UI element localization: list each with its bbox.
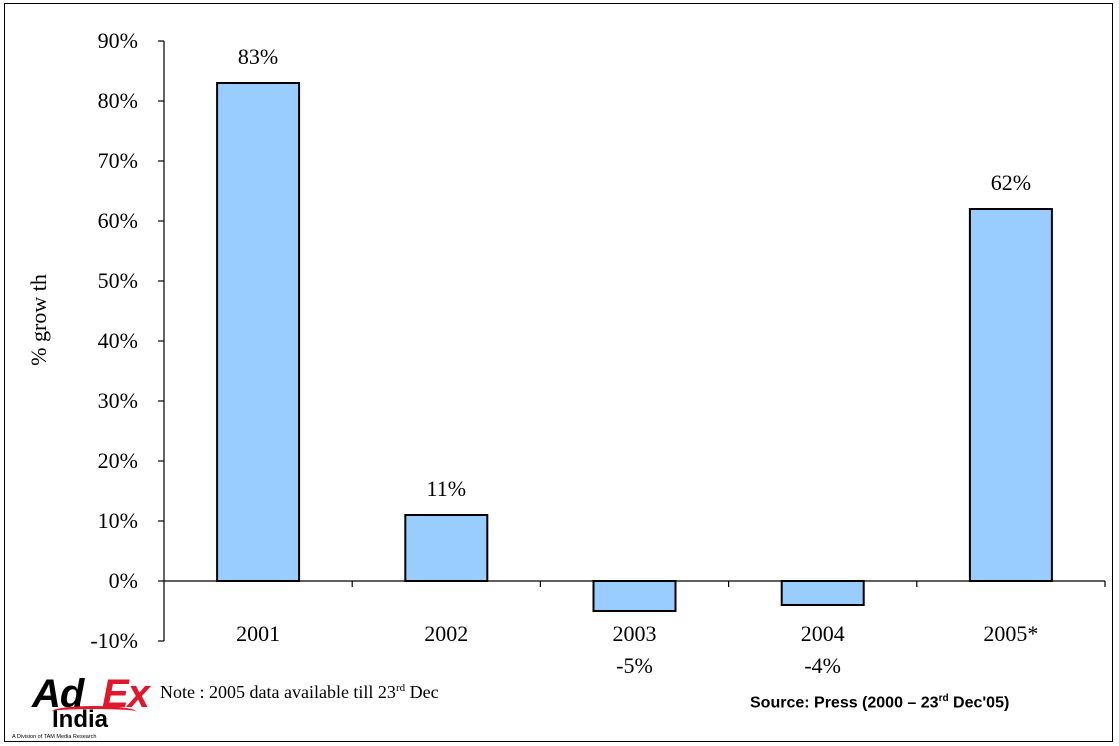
data-label: -4% <box>804 653 841 678</box>
logo-swoosh <box>52 706 136 717</box>
source-sup: rd <box>938 693 949 704</box>
note-sup: rd <box>395 682 406 694</box>
source-main: Source: Press (2000 – 23 <box>750 694 939 712</box>
y-axis-title: % grow th <box>26 274 51 366</box>
note-2005-data: Note : 2005 data available till 23rd Dec <box>160 682 439 703</box>
source-end: Dec'05) <box>948 694 1010 712</box>
bar <box>968 208 1053 582</box>
x-axis: 2001 2002 2003 2004 2005* <box>164 580 1106 646</box>
bar <box>404 514 489 582</box>
y-axis: -10% 0% 10% 20% 30% 40% 50% 60% 70% 80% 90% <box>90 28 165 653</box>
x-tick-label: 2005* <box>983 621 1038 646</box>
y-tick-label: -10% <box>90 628 138 653</box>
y-tick-label: 50% <box>98 268 138 293</box>
data-labels: 83% 11% -5% -4% 62% <box>238 44 1031 678</box>
y-tick-label: 70% <box>98 148 138 173</box>
bar <box>780 580 865 606</box>
note-main: Note : 2005 data available till 23 <box>160 682 396 702</box>
y-tick-label: 60% <box>98 208 138 233</box>
note-end: Dec <box>405 682 439 702</box>
bar <box>216 82 301 582</box>
y-tick-label: 80% <box>98 88 138 113</box>
y-tick-label: 20% <box>98 448 138 473</box>
source-note: Source: Press (2000 – 23rd Dec'05) <box>750 693 1009 712</box>
data-label: 62% <box>991 170 1031 195</box>
bars <box>216 82 1053 612</box>
x-tick-label: 2001 <box>236 621 280 646</box>
bar <box>592 580 677 612</box>
y-tick-label: 40% <box>98 328 138 353</box>
y-tick-label: 90% <box>98 28 138 53</box>
data-label: 11% <box>427 476 467 501</box>
y-tick-label: 0% <box>109 568 138 593</box>
x-tick-label: 2004 <box>801 621 845 646</box>
logo-tagline: A Division of TAM Media Research <box>12 734 97 740</box>
data-label: -5% <box>616 653 653 678</box>
adex-india-logo: Ad Ex India A Division of TAM Media Rese… <box>12 672 154 742</box>
logo-india-text: India <box>52 706 109 733</box>
chart-frame <box>4 3 1113 742</box>
y-tick-label: 10% <box>98 508 138 533</box>
data-label: 83% <box>238 44 278 69</box>
x-tick-label: 2003 <box>613 621 657 646</box>
y-tick-label: 30% <box>98 388 138 413</box>
x-tick-label: 2002 <box>424 621 468 646</box>
